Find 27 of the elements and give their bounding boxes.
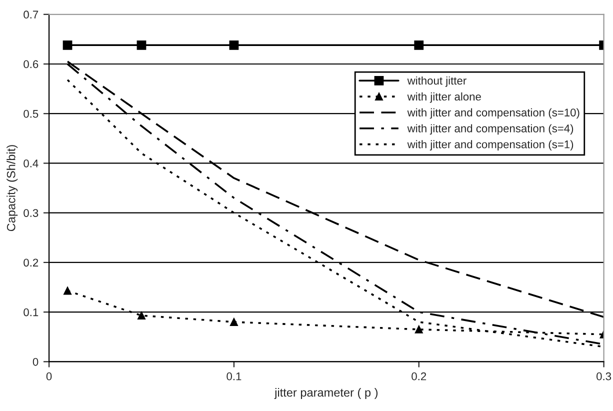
y-tick-label: 0.6 bbox=[24, 60, 38, 68]
x-tick-label: 0.1 bbox=[226, 372, 242, 380]
legend-label: without jitter bbox=[407, 76, 466, 87]
y-tick-label: 0.3 bbox=[24, 209, 38, 217]
point bbox=[62, 40, 72, 50]
point bbox=[414, 325, 423, 334]
point bbox=[138, 312, 146, 320]
y-tick-label: 0.4 bbox=[24, 159, 38, 168]
y-tick-label: 0 bbox=[32, 358, 38, 366]
point bbox=[229, 40, 239, 50]
point bbox=[136, 40, 146, 50]
y-tick-label: 0.7 bbox=[24, 10, 38, 19]
x-axis-title: jitter parameter ( p ) bbox=[274, 388, 378, 400]
point bbox=[64, 286, 72, 295]
point bbox=[414, 40, 424, 50]
point bbox=[230, 318, 238, 326]
y-axis-title: Capacity (Sh/bit) bbox=[6, 145, 18, 232]
y-tick-label: 0.5 bbox=[24, 110, 38, 118]
legend-label: with jitter and compensation (s=1) bbox=[407, 140, 574, 150]
x-tick-label: 0.3 bbox=[596, 372, 612, 380]
y-tick-label: 0.1 bbox=[24, 308, 38, 316]
legend-label: with jitter and compensation (s=10) bbox=[407, 108, 580, 119]
legend-label: with jitter and compensation (s=4) bbox=[407, 124, 574, 135]
legend-label: with jitter alone bbox=[407, 92, 481, 103]
x-tick-label: 0 bbox=[46, 372, 52, 380]
y-tick-label: 0.2 bbox=[24, 258, 38, 267]
x-tick-label: 0.2 bbox=[412, 372, 426, 380]
